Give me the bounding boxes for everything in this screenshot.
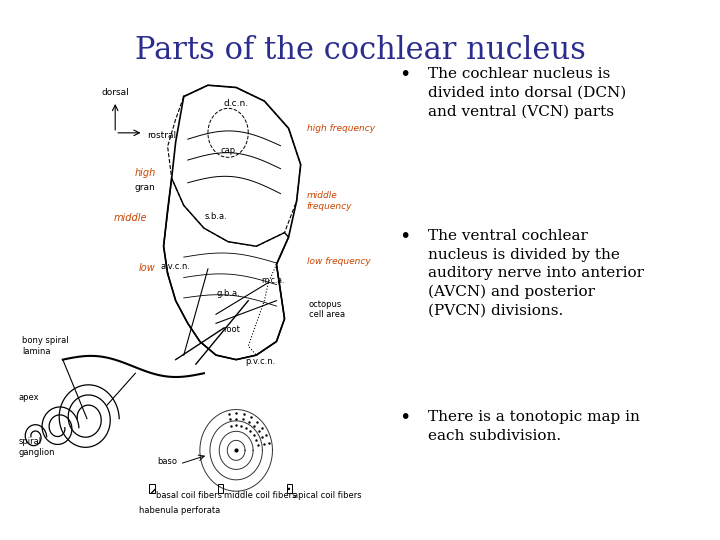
Text: cap: cap — [220, 146, 235, 156]
Text: habenula perforata: habenula perforata — [139, 506, 220, 515]
Text: g.b.a.: g.b.a. — [216, 289, 240, 298]
Text: m.c.a.: m.c.a. — [261, 275, 284, 285]
Text: apical coil fibers: apical coil fibers — [292, 491, 361, 500]
Text: •: • — [399, 227, 410, 246]
Text: middle
frequency: middle frequency — [307, 191, 352, 211]
Text: high: high — [134, 168, 156, 178]
Text: dorsal: dorsal — [102, 87, 129, 97]
Text: middle coil fibers: middle coil fibers — [224, 491, 297, 500]
Text: The cochlear nucleus is
divided into dorsal (DCN)
and ventral (VCN) parts: The cochlear nucleus is divided into dor… — [428, 68, 626, 119]
Text: spiral
ganglion: spiral ganglion — [19, 437, 55, 457]
Text: rostral: rostral — [148, 131, 176, 140]
Bar — [218, 484, 223, 494]
Text: low: low — [139, 263, 156, 273]
Text: There is a tonotopic map in
each subdivision.: There is a tonotopic map in each subdivi… — [428, 410, 640, 443]
Text: gran: gran — [135, 183, 156, 192]
Text: baso: baso — [158, 457, 178, 466]
Text: Parts of the cochlear nucleus: Parts of the cochlear nucleus — [135, 35, 585, 66]
Text: basal coil fibers: basal coil fibers — [156, 491, 222, 500]
Bar — [150, 484, 155, 494]
Bar — [287, 484, 292, 494]
Text: bony spiral
lamina: bony spiral lamina — [22, 336, 69, 356]
Text: The ventral cochlear
nucleus is divided by the
auditory nerve into anterior
(AVC: The ventral cochlear nucleus is divided … — [428, 230, 644, 318]
Text: d.c.n.: d.c.n. — [224, 99, 248, 107]
Text: a.v.c.n.: a.v.c.n. — [161, 262, 191, 271]
Text: p.v.c.n.: p.v.c.n. — [246, 357, 276, 366]
Text: •: • — [399, 65, 410, 84]
Text: •: • — [399, 408, 410, 427]
Text: root: root — [224, 326, 240, 334]
Text: octopus
cell area: octopus cell area — [309, 300, 345, 320]
Text: high frequency: high frequency — [307, 124, 375, 133]
Text: middle: middle — [114, 213, 148, 224]
Text: apex: apex — [19, 394, 39, 402]
Text: s.b.a.: s.b.a. — [204, 212, 228, 221]
Text: low frequency: low frequency — [307, 258, 371, 266]
